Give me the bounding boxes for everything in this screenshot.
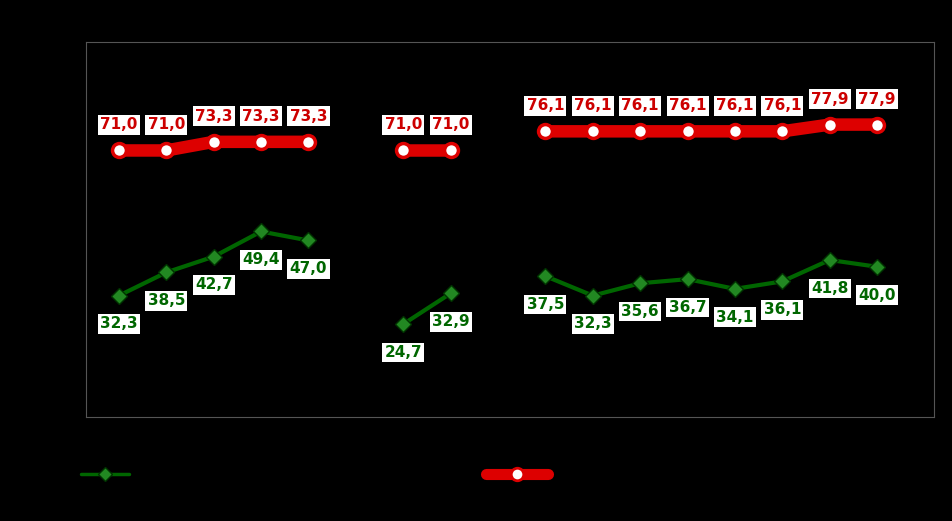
Text: 47,0: 47,0 — [289, 262, 327, 276]
Text: 71,0: 71,0 — [385, 117, 422, 132]
Text: 76,1: 76,1 — [763, 98, 801, 113]
Text: 36,7: 36,7 — [668, 300, 705, 315]
Text: 49,4: 49,4 — [242, 252, 280, 267]
Text: 36,1: 36,1 — [763, 302, 801, 317]
Text: 71,0: 71,0 — [100, 117, 137, 132]
Text: 32,3: 32,3 — [100, 316, 138, 331]
Text: 76,1: 76,1 — [715, 98, 753, 113]
Text: 71,0: 71,0 — [431, 117, 468, 132]
Text: 76,1: 76,1 — [526, 98, 564, 113]
Text: 73,3: 73,3 — [195, 109, 232, 124]
Text: 24,7: 24,7 — [384, 345, 422, 360]
Text: 71,0: 71,0 — [148, 117, 185, 132]
Text: 77,9: 77,9 — [810, 92, 847, 106]
Text: 42,7: 42,7 — [195, 278, 232, 292]
Text: 76,1: 76,1 — [621, 98, 658, 113]
Text: 41,8: 41,8 — [810, 281, 847, 296]
Text: 76,1: 76,1 — [668, 98, 705, 113]
Text: 37,5: 37,5 — [526, 297, 564, 312]
Text: 77,9: 77,9 — [858, 92, 895, 106]
Text: 34,1: 34,1 — [716, 309, 753, 325]
Text: 35,6: 35,6 — [621, 304, 658, 319]
Text: 32,3: 32,3 — [573, 316, 611, 331]
Text: 73,3: 73,3 — [242, 109, 280, 124]
Text: 76,1: 76,1 — [573, 98, 611, 113]
Text: 40,0: 40,0 — [858, 288, 895, 303]
Text: 38,5: 38,5 — [148, 293, 185, 308]
Text: 73,3: 73,3 — [289, 109, 327, 124]
Text: 32,9: 32,9 — [431, 314, 469, 329]
